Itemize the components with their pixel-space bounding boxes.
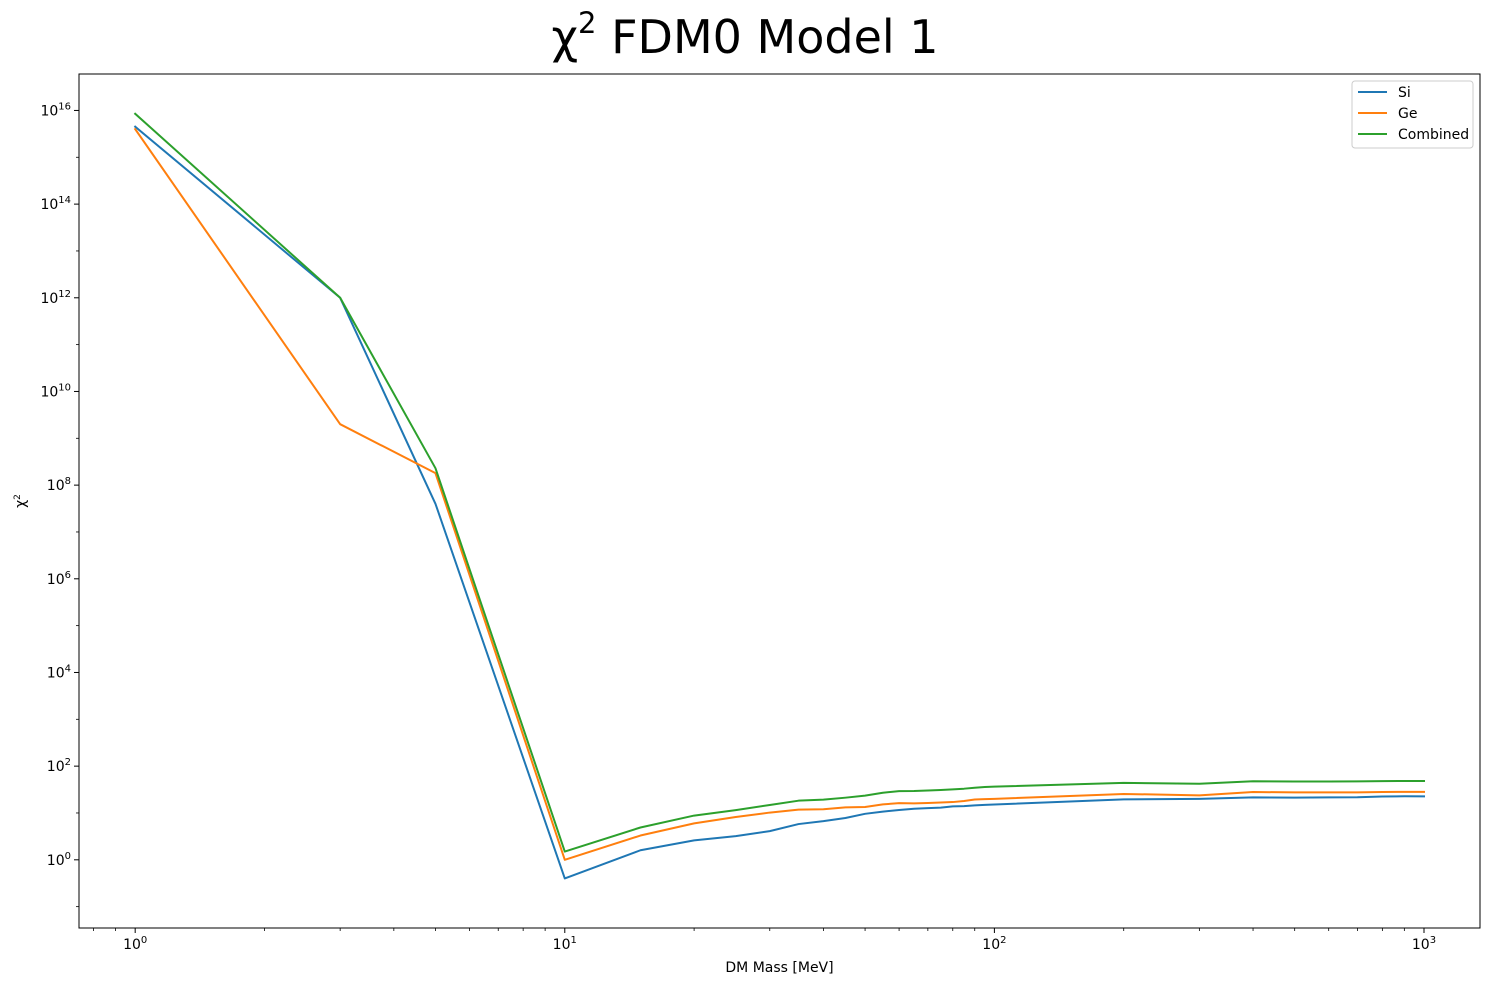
legend: Si Ge Combined <box>1351 80 1474 149</box>
y-tick-label: 102 <box>47 757 71 775</box>
x-axis-label: DM Mass [MeV] <box>725 960 833 976</box>
x-tick-label: 103 <box>1412 935 1436 953</box>
legend-label: Combined <box>1398 127 1469 143</box>
x-axis-ticks: 100 101 102 103 <box>93 928 1436 953</box>
y-tick-label: 1016 <box>40 101 71 119</box>
y-tick-label: 108 <box>47 476 71 494</box>
y-axis-label: χ2 <box>13 494 29 508</box>
y-tick-label: 1010 <box>40 382 71 400</box>
y-tick-label: 1014 <box>40 195 71 213</box>
legend-box <box>1351 80 1474 149</box>
series-line-ge <box>133 127 1426 861</box>
x-tick-label: 101 <box>553 935 577 953</box>
x-tick-label: 102 <box>982 935 1006 953</box>
y-axis-ticks: 100 102 104 106 108 1010 1012 1014 1016 <box>40 101 79 908</box>
legend-label: Ge <box>1398 106 1417 122</box>
series-lines <box>133 112 1426 880</box>
plot-area <box>78 73 1481 929</box>
series-line-combined <box>133 112 1426 853</box>
y-tick-label: 1012 <box>40 289 71 307</box>
y-tick-label: 104 <box>47 663 71 681</box>
y-tick-label: 106 <box>47 570 71 588</box>
series-line-si <box>133 125 1426 880</box>
chart-title: χ2 FDM0 Model 1 <box>551 6 938 64</box>
y-tick-label: 100 <box>47 851 71 869</box>
legend-label: Si <box>1398 85 1411 101</box>
x-tick-label: 100 <box>123 935 147 953</box>
